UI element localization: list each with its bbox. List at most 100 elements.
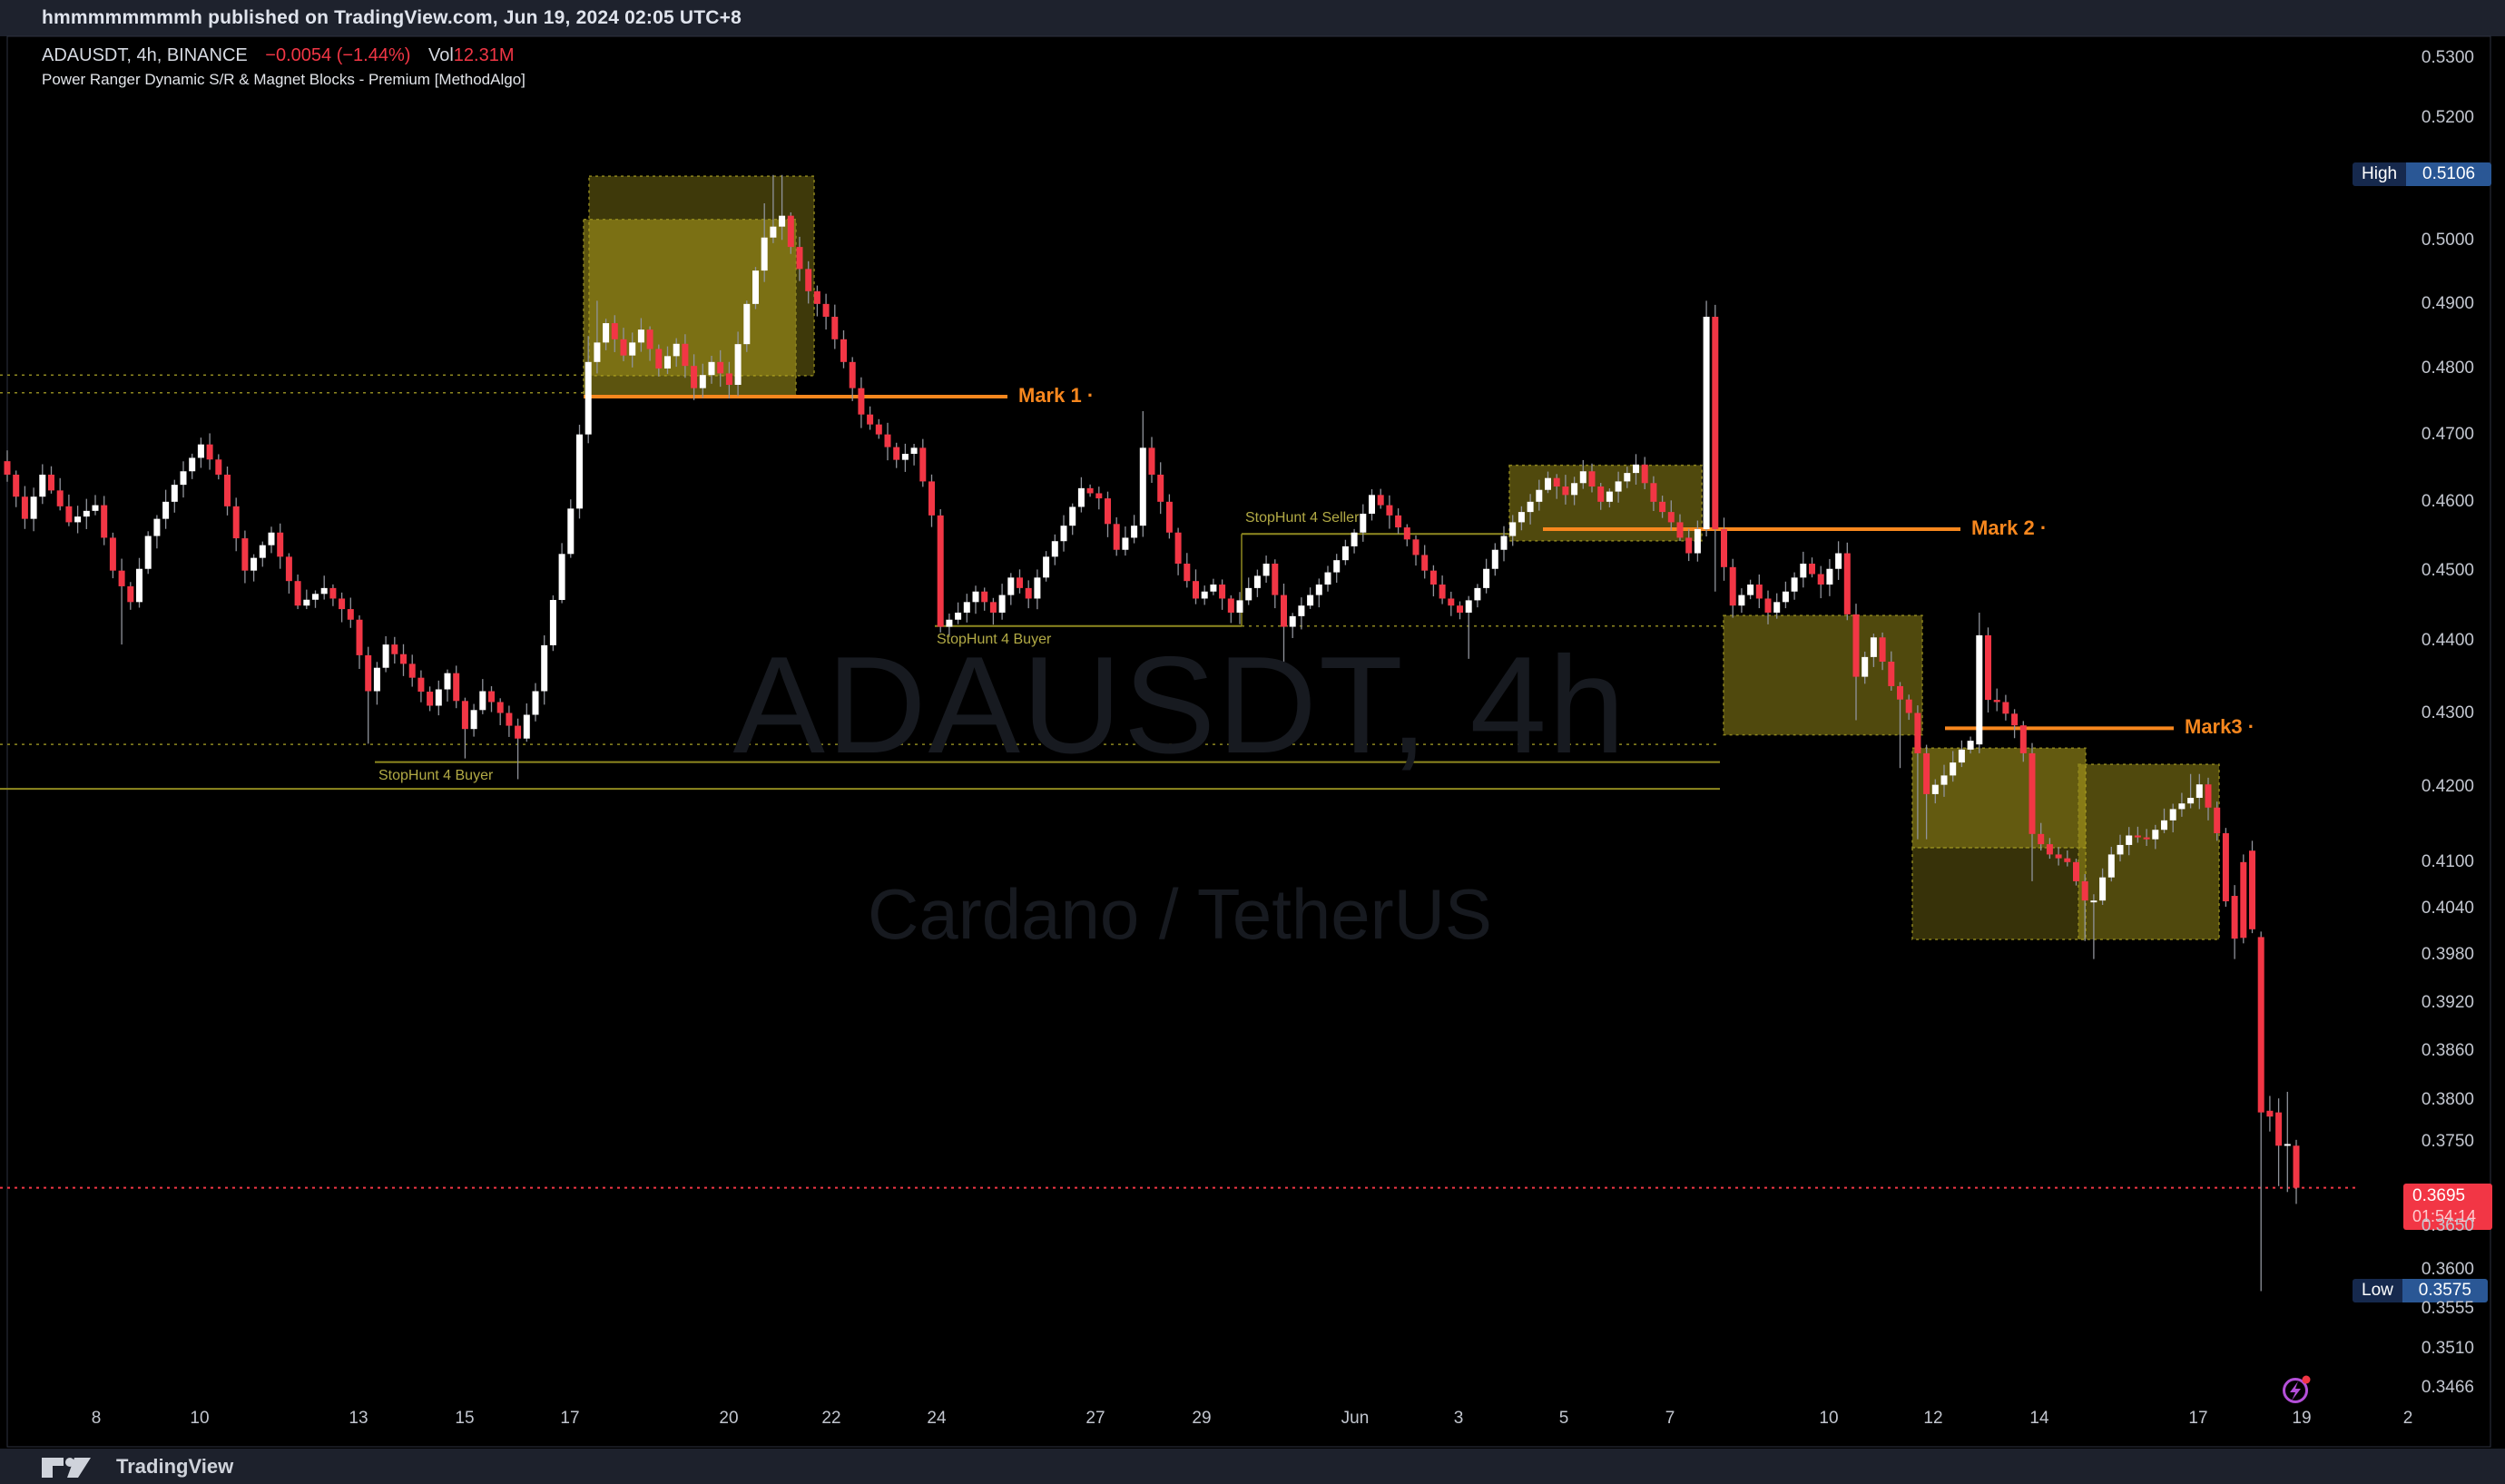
candle-up	[435, 689, 442, 706]
candle-down	[2293, 1145, 2300, 1188]
price-tick-label[interactable]: 0.4700	[2421, 424, 2474, 444]
price-tick-label[interactable]: 0.4600	[2421, 491, 2474, 511]
candle-up	[1043, 556, 1050, 578]
candle-down	[2205, 784, 2212, 808]
price-tick-label[interactable]: 0.5300	[2421, 48, 2474, 68]
candle-up	[1236, 600, 1243, 613]
candle-up	[1333, 560, 1341, 573]
price-tick-label[interactable]: 0.3555	[2421, 1298, 2474, 1318]
price-tick-label[interactable]: 0.4200	[2421, 776, 2474, 796]
candle-up	[1262, 563, 1270, 576]
candle-down	[1281, 595, 1287, 627]
candle-down	[867, 414, 874, 425]
candle-down	[1457, 605, 1463, 613]
price-tick-label[interactable]: 0.4900	[2421, 293, 2474, 313]
time-tick-label[interactable]: 20	[719, 1409, 739, 1428]
candle-down	[1553, 477, 1560, 486]
price-tick-label[interactable]: 0.4040	[2421, 898, 2474, 918]
candle-up	[1131, 526, 1138, 538]
time-tick-label[interactable]: 29	[1192, 1409, 1212, 1428]
time-tick-label[interactable]: 14	[2029, 1409, 2049, 1428]
chart-frame	[6, 35, 2491, 1448]
time-tick-label[interactable]: 3	[1453, 1409, 1464, 1428]
candle-up	[1527, 501, 1534, 513]
time-tick-label[interactable]: 15	[455, 1409, 475, 1428]
candle-up	[171, 485, 178, 502]
candle-down	[1993, 700, 2000, 703]
candle-up	[752, 270, 759, 304]
time-tick-label[interactable]: 12	[1923, 1409, 1943, 1428]
time-tick-label[interactable]: Jun	[1341, 1409, 1370, 1428]
candle-up	[1579, 471, 1586, 484]
tradingview-logo-icon[interactable]	[40, 1454, 103, 1479]
candle-up	[779, 215, 786, 227]
candle-up	[584, 361, 592, 435]
price-tick-label[interactable]: 0.4500	[2421, 560, 2474, 580]
time-tick-label[interactable]: 22	[821, 1409, 841, 1428]
candle-up	[92, 505, 99, 511]
price-tick-label[interactable]: 0.3466	[2421, 1378, 2474, 1398]
time-tick-label[interactable]: 10	[190, 1409, 210, 1428]
candle-down	[1105, 498, 1111, 525]
candle-up	[1007, 577, 1015, 595]
price-tick-label[interactable]: 0.3510	[2421, 1338, 2474, 1358]
candle-down	[453, 673, 460, 702]
indicator-legend[interactable]: Power Ranger Dynamic S/R & Magnet Blocks…	[42, 71, 526, 88]
price-tick-label[interactable]: 0.4300	[2421, 703, 2474, 722]
candle-down	[2029, 752, 2036, 834]
candle-up	[83, 510, 90, 517]
candle-down	[427, 692, 434, 706]
legend-symbol[interactable]: ADAUSDT, 4h, BINANCE	[42, 45, 248, 65]
candle-down	[496, 702, 504, 713]
time-tick-label[interactable]: 17	[2188, 1409, 2208, 1428]
time-tick-label[interactable]: 2	[2402, 1409, 2413, 1428]
price-tick-label[interactable]: 0.3860	[2421, 1040, 2474, 1060]
candle-down	[1017, 577, 1023, 588]
candle-up	[558, 554, 565, 601]
stophunt-buyer-low-label: StopHunt 4 Buyer	[378, 767, 494, 783]
time-tick-label[interactable]: 8	[91, 1409, 102, 1428]
price-tick-label[interactable]: 0.3980	[2421, 945, 2474, 965]
candle-up	[532, 691, 539, 715]
time-tick-label[interactable]: 17	[560, 1409, 580, 1428]
time-tick-label[interactable]: 5	[1558, 1409, 1569, 1428]
price-tick-label[interactable]: 0.5200	[2421, 107, 2474, 127]
candle-down	[1403, 527, 1410, 540]
legend-row[interactable]: ADAUSDT, 4h, BINANCE −0.0054 (−1.44%) Vo…	[42, 45, 515, 66]
candle-up	[1307, 595, 1314, 606]
candle-up	[197, 444, 204, 458]
price-tick-label[interactable]: 0.4800	[2421, 359, 2474, 378]
candle-up	[770, 226, 777, 238]
candle-up	[1862, 656, 1869, 677]
published-link[interactable]: hmmmmmmmmh published on TradingView.com,…	[42, 7, 742, 28]
price-tick-label[interactable]: 0.3750	[2421, 1131, 2474, 1151]
time-tick-label[interactable]: 24	[927, 1409, 947, 1428]
candle-up	[1069, 506, 1076, 526]
price-tick-label[interactable]: 0.3600	[2421, 1259, 2474, 1279]
price-tick-label[interactable]: 0.3650	[2421, 1215, 2474, 1235]
candle-up	[1967, 741, 1974, 750]
price-tick-label[interactable]: 0.3920	[2421, 992, 2474, 1012]
tradingview-brand[interactable]: TradingView	[116, 1455, 234, 1478]
price-tick-label[interactable]: 0.3800	[2421, 1089, 2474, 1109]
candle-up	[637, 329, 644, 343]
candle-up	[2284, 1144, 2291, 1146]
price-tick-label[interactable]: 0.4100	[2421, 851, 2474, 871]
time-tick-label[interactable]: 7	[1665, 1409, 1675, 1428]
time-tick-label[interactable]: 10	[1819, 1409, 1839, 1428]
candle-down	[1377, 495, 1384, 506]
candle-down	[796, 247, 803, 270]
candle-down	[101, 505, 108, 538]
price-tick-label[interactable]: 0.5000	[2421, 231, 2474, 251]
candle-down	[655, 349, 663, 369]
candle-down	[1641, 464, 1648, 484]
time-tick-label[interactable]: 13	[349, 1409, 368, 1428]
time-tick-label[interactable]: 19	[2292, 1409, 2312, 1428]
price-tick-label[interactable]: 0.4400	[2421, 631, 2474, 651]
candle-down	[391, 644, 398, 654]
time-tick-label[interactable]: 27	[1086, 1409, 1105, 1428]
low-badge-value: 0.3575	[2402, 1278, 2488, 1302]
candle-up	[1694, 528, 1701, 554]
candle-up	[946, 619, 953, 627]
